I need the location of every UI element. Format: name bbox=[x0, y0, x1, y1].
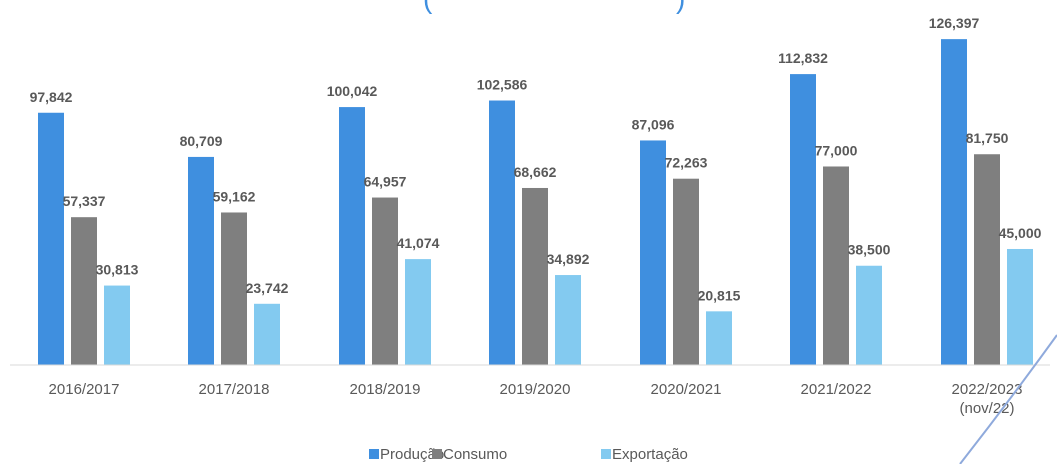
x-tick-labels-group: 2016/2017 2017/2018 2018/2019 2019/2020 2020… bbox=[49, 381, 1023, 417]
data-label-consumo-2019/2020: 68,662 bbox=[514, 164, 557, 180]
data-label-produção-2022/2023: 126,397 bbox=[929, 15, 980, 31]
legend-label-consumo: Consumo bbox=[443, 446, 507, 463]
data-label-consumo-2017/2018: 59,162 bbox=[213, 188, 256, 204]
bar-exportação-2018/2019 bbox=[405, 259, 431, 365]
bar-consumo-2019/2020 bbox=[522, 187, 548, 365]
bar-consumo-2022/2023 bbox=[974, 154, 1000, 365]
data-label-consumo-2016/2017: 57,337 bbox=[63, 193, 106, 209]
data-label-exportação-2019/2020: 34,892 bbox=[547, 251, 590, 267]
legend-swatch-exportação bbox=[601, 449, 611, 459]
bar-exportação-2021/2022 bbox=[856, 265, 882, 365]
data-label-exportação-2018/2019: 41,074 bbox=[397, 235, 440, 251]
decorative-curve bbox=[959, 334, 1057, 464]
data-label-produção-2018/2019: 100,042 bbox=[327, 83, 378, 99]
bar-consumo-2016/2017 bbox=[71, 217, 97, 365]
chart-title-fragment-close: ) bbox=[676, 0, 685, 14]
data-label-exportação-2017/2018: 23,742 bbox=[246, 280, 289, 296]
data-label-exportação-2020/2021: 20,815 bbox=[698, 287, 741, 303]
bar-exportação-2016/2017 bbox=[104, 285, 130, 365]
x-tick-label: 2016/2017 bbox=[49, 381, 120, 398]
x-tick-label: 2020/2021 bbox=[651, 381, 722, 398]
bar-produção-2019/2020 bbox=[489, 100, 515, 365]
bar-produção-2020/2021 bbox=[640, 140, 666, 365]
data-label-produção-2021/2022: 112,832 bbox=[778, 50, 828, 66]
data-label-consumo-2018/2019: 64,957 bbox=[364, 174, 407, 190]
data-label-produção-2016/2017: 97,842 bbox=[30, 89, 73, 105]
x-tick-label: 2018/2019 bbox=[350, 381, 421, 398]
data-label-produção-2017/2018: 80,709 bbox=[180, 133, 223, 149]
bar-produção-2022/2023 bbox=[941, 39, 967, 365]
bar-exportação-2022/2023 bbox=[1007, 248, 1033, 365]
bar-exportação-2019/2020 bbox=[555, 275, 581, 365]
bar-consumo-2021/2022 bbox=[823, 166, 849, 365]
x-tick-label: 2017/2018 bbox=[199, 381, 270, 398]
bar-consumo-2018/2019 bbox=[372, 197, 398, 365]
x-tick-sublabel: (nov/22) bbox=[959, 400, 1014, 417]
legend-label-produção: Produção bbox=[380, 446, 444, 463]
data-label-exportação-2022/2023: 45,000 bbox=[999, 225, 1042, 241]
data-label-produção-2020/2021: 87,096 bbox=[632, 116, 675, 132]
legend-swatch-produção bbox=[369, 449, 379, 459]
bar-produção-2016/2017 bbox=[38, 112, 64, 365]
bar-exportação-2017/2018 bbox=[254, 303, 280, 365]
data-label-exportação-2021/2022: 38,500 bbox=[848, 242, 891, 258]
data-label-consumo-2021/2022: 77,000 bbox=[815, 142, 858, 158]
bar-produção-2017/2018 bbox=[188, 156, 214, 365]
legend-label-exportação: Exportação bbox=[612, 446, 688, 463]
chart-title-fragment-open: ( bbox=[423, 0, 433, 14]
data-label-consumo-2022/2023: 81,750 bbox=[966, 130, 1009, 146]
data-labels-group: 97,842 57,337 30,813 80,709 59,162 23,742 100,… bbox=[30, 15, 1042, 303]
data-label-produção-2019/2020: 102,586 bbox=[477, 77, 528, 93]
data-label-exportação-2016/2017: 30,813 bbox=[96, 262, 139, 278]
bar-consumo-2020/2021 bbox=[673, 178, 699, 365]
bar-produção-2018/2019 bbox=[339, 107, 365, 365]
x-tick-label: 2021/2022 bbox=[801, 381, 872, 398]
bar-consumo-2017/2018 bbox=[221, 212, 247, 365]
data-label-consumo-2020/2021: 72,263 bbox=[665, 155, 708, 171]
x-tick-label: 2019/2020 bbox=[500, 381, 571, 398]
bars-group bbox=[38, 39, 1033, 365]
x-tick-label: 2022/2023 bbox=[952, 381, 1023, 398]
legend-swatch-consumo bbox=[432, 449, 442, 459]
bar-produção-2021/2022 bbox=[790, 74, 816, 365]
bar-exportação-2020/2021 bbox=[706, 311, 732, 365]
